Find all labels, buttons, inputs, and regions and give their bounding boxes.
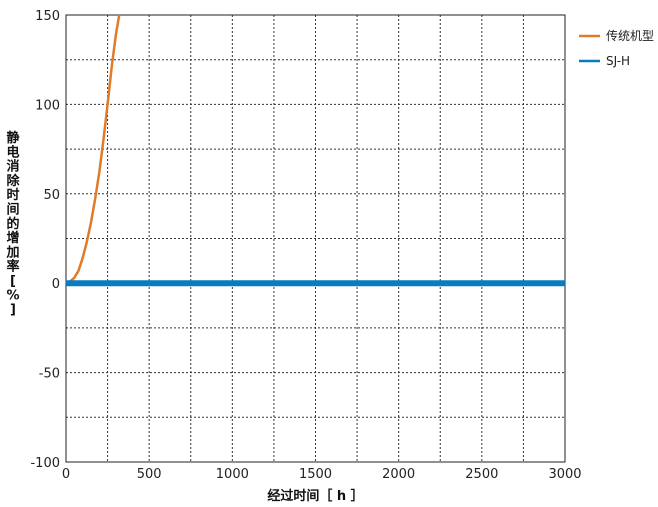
y-tick-label: 0 — [52, 277, 60, 292]
plot-frame — [65, 14, 566, 463]
y-tick-label: 100 — [35, 98, 60, 113]
y-tick-label: 150 — [35, 9, 60, 24]
x-tick-label: 0 — [62, 467, 70, 482]
x-tick-label: 1500 — [299, 467, 332, 482]
x-tick-label: 2000 — [382, 467, 415, 482]
y-tick-label: 50 — [43, 188, 60, 203]
y-tick-labels: 150 100 50 0 -50 -100 — [30, 9, 60, 471]
x-tick-label: 500 — [137, 467, 162, 482]
x-tick-label: 3000 — [548, 467, 581, 482]
series-line-conventional — [65, 14, 121, 285]
x-tick-label: 2500 — [465, 467, 498, 482]
x-axis-title: 经过时间［ h ］ — [267, 488, 363, 504]
y-axis-title: 静电消除时间的增加率[%] — [5, 130, 20, 318]
legend-label: 传统机型 — [606, 28, 654, 43]
y-tick-label: -50 — [39, 367, 60, 382]
y-tick-label: -100 — [30, 456, 60, 471]
series-layer — [65, 14, 565, 287]
legend-label: SJ-H — [606, 54, 630, 68]
x-tick-label: 1000 — [216, 467, 249, 482]
grid — [66, 15, 565, 462]
legend: 传统机型 SJ-H — [579, 28, 654, 68]
x-tick-labels: 0 500 1000 1500 2000 2500 3000 — [62, 467, 582, 482]
